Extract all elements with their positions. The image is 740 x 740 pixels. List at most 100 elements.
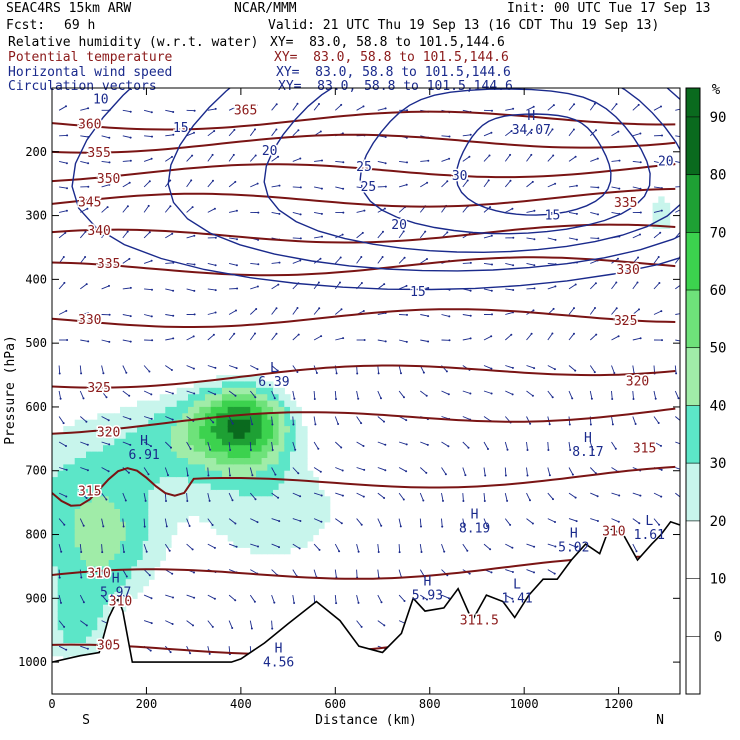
rh-cell <box>165 400 172 408</box>
contour-label: 330 <box>616 263 639 278</box>
wind-vector-head <box>361 231 364 234</box>
rh-cell <box>250 489 257 497</box>
wind-vector <box>164 543 171 552</box>
rh-cell <box>108 464 115 472</box>
rh-cell <box>233 387 240 395</box>
rh-cell <box>69 617 76 625</box>
wind-vector <box>186 620 194 626</box>
rh-cell <box>125 413 132 421</box>
wind-vector <box>207 594 216 600</box>
rh-cell <box>52 528 59 536</box>
rh-cell <box>114 553 121 561</box>
wind-vector-head <box>447 393 450 396</box>
rh-cell <box>284 438 291 446</box>
rh-cell <box>244 406 251 414</box>
rh-cell <box>97 432 104 440</box>
wind-vector-head <box>254 396 257 399</box>
rh-cell <box>176 477 183 485</box>
rh-cell <box>120 477 127 485</box>
wind-vector-head <box>257 211 260 214</box>
rh-cell <box>182 387 189 395</box>
wind-vector <box>483 288 492 292</box>
rh-cell <box>86 483 93 491</box>
rh-cell <box>159 413 166 421</box>
rh-cell <box>301 451 308 459</box>
wind-vector <box>143 493 147 501</box>
theta-contour-315 <box>52 465 676 507</box>
rh-cell <box>137 419 144 427</box>
wind-vector <box>58 543 62 552</box>
wind-vector-head <box>168 549 171 552</box>
rh-cell <box>216 509 223 516</box>
wind-vector <box>547 569 555 574</box>
wind-vector-head <box>530 153 533 156</box>
rh-cell <box>171 413 178 421</box>
wind-vector <box>58 390 62 399</box>
wind-vector <box>568 284 576 290</box>
wind-vector <box>271 492 279 499</box>
theta-label: 330 <box>78 313 101 328</box>
rh-cell <box>261 413 268 421</box>
rh-cell <box>108 413 115 421</box>
rh-cell <box>267 451 274 459</box>
rh-cell <box>267 438 274 446</box>
rh-cell <box>278 540 285 548</box>
wind-vector-head <box>145 550 148 553</box>
wind-vector <box>250 286 259 290</box>
wind-vector-head <box>533 287 536 290</box>
wind-vector-head <box>661 339 663 342</box>
wind-vector-head <box>169 205 172 208</box>
wind-vector-head <box>639 161 642 164</box>
rh-cell <box>74 585 81 593</box>
wind-vector <box>292 307 298 315</box>
rh-cell <box>74 579 81 587</box>
rh-cell <box>290 451 297 459</box>
theta-contour-355 <box>52 133 676 154</box>
wind-vector-head <box>469 337 472 340</box>
wind-vector <box>377 467 386 471</box>
rh-cell <box>658 202 665 210</box>
rh-cell <box>86 636 93 644</box>
wind-vector-head <box>510 333 513 336</box>
wind-vector-head <box>384 185 387 188</box>
wind-vector-head <box>511 366 514 369</box>
rh-cell <box>171 477 178 485</box>
rh-cell <box>199 483 206 491</box>
rh-cell <box>210 464 217 472</box>
rh-cell <box>114 515 121 523</box>
wind-vector-head <box>420 525 422 528</box>
rh-cell <box>182 406 189 414</box>
wind-vector-head <box>658 282 661 284</box>
rh-cell <box>250 483 257 491</box>
wind-vector-head <box>235 264 238 267</box>
rh-cell <box>69 649 76 657</box>
rh-cell <box>307 528 314 536</box>
rh-cell <box>125 585 132 593</box>
wind-vector <box>335 492 344 497</box>
wind-vector-head <box>172 289 175 292</box>
wind-vector <box>377 231 384 239</box>
wind-vector-head <box>506 448 509 451</box>
rh-cell <box>131 585 138 593</box>
wind-vector <box>462 314 471 317</box>
wind-vector-head <box>339 281 341 284</box>
rh-cell <box>256 496 263 504</box>
wind-vector-head <box>402 230 405 233</box>
rh-cell <box>295 540 302 548</box>
rh-cell <box>142 515 149 523</box>
wind-vector-head <box>512 264 515 267</box>
wind-vector <box>377 569 380 578</box>
wind-vector-head <box>191 154 194 157</box>
wind-vector <box>526 390 534 397</box>
wind-vector-head <box>129 340 132 343</box>
wind-vector-head <box>298 547 301 550</box>
rh-cell <box>97 438 104 446</box>
rh-cell <box>295 528 302 536</box>
wind-vector-head <box>296 307 299 309</box>
wind-vector <box>122 390 130 397</box>
wind-vector <box>186 206 193 213</box>
wind-vector-head <box>405 443 408 446</box>
rh-cell <box>142 406 149 414</box>
wind-vector <box>250 569 258 574</box>
rh-cell <box>137 521 144 529</box>
